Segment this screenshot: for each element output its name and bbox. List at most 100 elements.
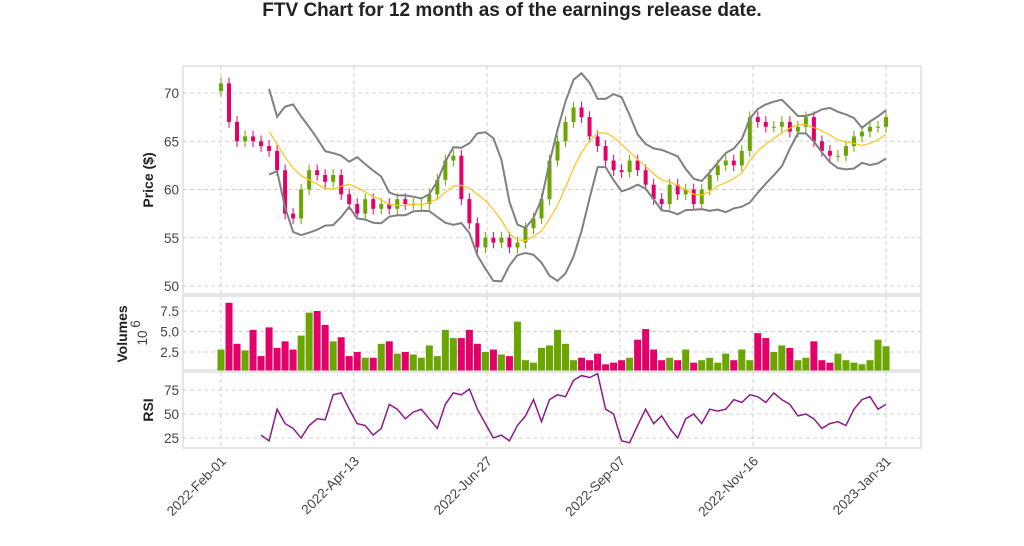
candle-body [715,165,720,176]
volume-bar [545,345,553,371]
volume-bar [241,350,249,371]
volume-bar [409,354,417,371]
volume-bar [762,338,770,371]
volume-bar [562,343,570,371]
candle-body [379,203,384,209]
volume-multiplier: 10 [135,330,150,345]
volume-bar [521,360,529,371]
x-tick-label: 2022-Sep-07 [562,454,628,520]
candle-body [795,126,800,132]
volume-bar [217,349,225,371]
volume-bar [794,360,802,371]
volume-bar [225,302,233,371]
volume-bar [610,362,618,371]
rsi-tick-label: 50 [164,407,179,422]
candle-body [723,160,728,166]
volume-bar [730,360,738,371]
candle-body [787,121,792,132]
x-tick-label: 2022-Jun-27 [431,454,495,518]
candle-body [451,155,456,161]
volume-bar [377,343,385,371]
volume-bar [874,339,882,371]
volume-bar [489,349,497,371]
volume-bar [473,343,481,371]
volume-bar [570,360,578,371]
volume-bar [882,346,890,371]
x-tick-label: 2022-Feb-01 [164,454,229,519]
volume-bar [273,347,281,371]
candle-body [867,126,872,132]
candle-body [675,184,680,195]
candle-body [875,126,880,128]
volume-bar [866,360,874,371]
candle-body [523,228,528,243]
volume-bar [345,356,353,371]
rsi-axis-label: RSI [140,398,156,421]
candle-body [563,121,568,142]
volume-exponent: 6 [128,320,143,328]
volume-bar [257,356,265,371]
candle-body [539,199,544,219]
candle-body [235,121,240,142]
volume-bar [369,357,377,371]
volume-bar [361,357,369,371]
candle-body [659,199,664,204]
candle-body [299,189,304,219]
x-tick-label: 2022-Nov-16 [695,454,761,520]
candle-body [827,150,832,156]
price-tick-label: 50 [164,279,179,294]
volume-bar [738,349,746,371]
candle-body [843,146,848,156]
volume-bar [529,362,537,371]
volume-bar [754,333,762,371]
volume-bar [850,362,858,371]
volume-bar [682,349,690,371]
volume-bar [746,360,754,371]
volume-bar [674,360,682,371]
volume-bar [313,311,321,371]
candle-body [531,218,536,229]
volume-bar [658,360,666,371]
volume-tick-label: 2.5 [160,345,179,360]
candle-body [315,170,320,176]
candle-body [491,237,496,243]
candle-body [779,121,784,127]
volume-tick-label: 7.5 [160,304,179,319]
volume-bar [401,352,409,371]
volume-bar [722,353,730,371]
candle-body [467,199,472,224]
volume-bar [513,321,521,371]
candle-body [371,199,376,209]
volume-bar [858,364,866,371]
volume-bar [818,360,826,371]
candle-body [699,189,704,204]
candle-body [275,150,280,171]
volume-axis-label: Volumes [114,305,130,363]
volume-bar [457,338,465,371]
candle-body [731,160,736,166]
volume-bar [505,356,513,371]
rsi-tick-label: 25 [164,431,179,446]
candle-body [347,194,352,204]
candle-body [499,237,504,243]
price-tick-label: 70 [164,86,179,101]
volume-bar [642,329,650,371]
volume-bar [802,357,810,371]
candle-body [483,237,488,248]
candle-body [339,175,344,195]
candle-body [547,160,552,200]
volume-bar [417,357,425,371]
candle-body [739,150,744,166]
candle-body [331,175,336,182]
price-tick-label: 60 [164,183,179,198]
volume-bar [554,329,562,371]
volume-bar [586,360,594,371]
volume-bar [425,345,433,371]
candle-body [259,141,264,147]
candle-body [619,170,624,173]
candle-body [555,141,560,161]
candle-body [443,160,448,180]
candle-body [707,175,712,190]
candle-body [363,199,368,214]
